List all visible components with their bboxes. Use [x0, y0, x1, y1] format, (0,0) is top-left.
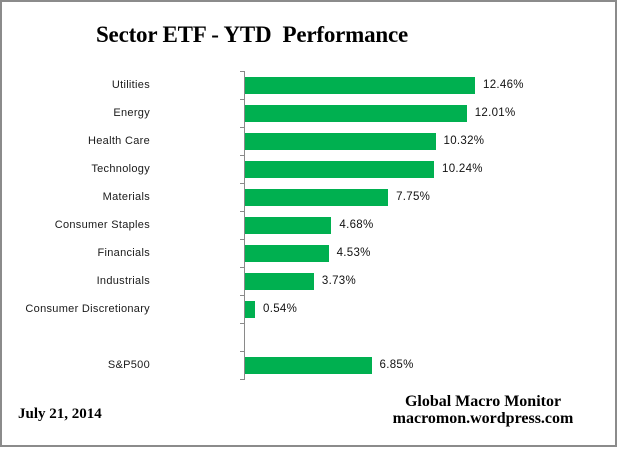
axis-tick: [240, 99, 245, 100]
chart-row: Energy 12.01%: [2, 99, 615, 127]
chart-row: Utilities 12.46%: [2, 71, 615, 99]
axis-tick: [240, 183, 245, 184]
chart-row: Consumer Discretionary 0.54%: [2, 295, 615, 323]
bar: [245, 132, 436, 150]
category-label: S&P500: [107, 359, 150, 371]
axis-tick: [240, 295, 245, 296]
date-label: July 21, 2014: [18, 406, 102, 422]
category-label: Materials: [102, 191, 150, 203]
value-label: 6.85%: [379, 359, 414, 371]
source-name: Global Macro Monitor: [404, 393, 562, 410]
value-label: 12.01%: [474, 107, 516, 119]
chart-row: S&P500 6.85%: [2, 351, 615, 379]
axis-tick: [240, 267, 245, 268]
category-axis-line: [244, 71, 245, 379]
axis-tick: [240, 239, 245, 240]
axis-tick: [240, 71, 245, 72]
bar: [245, 104, 467, 122]
category-label: Consumer Discretionary: [25, 303, 150, 315]
bar-area: 0.54%: [245, 295, 615, 323]
category-label: Technology: [91, 163, 150, 175]
chart-title: Sector ETF - YTD Performance: [95, 22, 409, 47]
chart-row: Financials 4.53%: [2, 239, 615, 267]
axis-tick: [240, 155, 245, 156]
category-label: Utilities: [111, 79, 150, 91]
chart-row: Materials 7.75%: [2, 183, 615, 211]
bar-area: 7.75%: [245, 183, 615, 211]
category-label: Health Care: [88, 135, 150, 147]
value-label: 12.46%: [483, 79, 524, 91]
value-label: 4.68%: [339, 219, 374, 231]
bar-area: 4.68%: [245, 211, 615, 239]
value-label: 7.75%: [396, 191, 431, 203]
chart-row: [2, 323, 615, 351]
value-label: 3.73%: [321, 275, 356, 287]
bar-area: 10.32%: [245, 127, 615, 155]
bar: [245, 216, 332, 234]
axis-tick: [240, 323, 245, 324]
axis-tick: [240, 127, 245, 128]
source-credit: Global Macro Monitor macromon.wordpress.…: [372, 393, 594, 427]
bar: [245, 160, 434, 178]
axis-tick: [240, 379, 245, 380]
bar: [245, 188, 389, 206]
category-label: Financials: [97, 247, 150, 259]
source-url: macromon.wordpress.com: [392, 410, 574, 427]
bar-area: [245, 323, 615, 351]
bar-area: 12.46%: [245, 71, 615, 99]
value-label: 10.24%: [442, 163, 483, 175]
chart-row: Health Care 10.32%: [2, 127, 615, 155]
category-label: Consumer Staples: [54, 219, 150, 231]
bar: [245, 76, 475, 94]
bar: [245, 244, 329, 262]
bar: [245, 356, 372, 374]
chart-frame: Sector ETF - YTD Performance Utilities 1…: [0, 0, 617, 447]
plot-area: Utilities 12.46% Energy 12.01% Health Ca…: [2, 71, 615, 379]
bar-area: 12.01%: [245, 99, 615, 127]
category-label: Industrials: [96, 275, 150, 287]
bar: [245, 300, 255, 318]
value-label: 10.32%: [443, 135, 485, 147]
chart-row: Consumer Staples 4.68%: [2, 211, 615, 239]
bar: [245, 272, 314, 290]
value-label: 4.53%: [336, 247, 371, 259]
chart-row: Industrials 3.73%: [2, 267, 615, 295]
chart-row: Technology 10.24%: [2, 155, 615, 183]
bar-area: 10.24%: [245, 155, 615, 183]
bar-area: 4.53%: [245, 239, 615, 267]
bar-area: 3.73%: [245, 267, 615, 295]
axis-tick: [240, 351, 245, 352]
axis-tick: [240, 211, 245, 212]
category-label: Energy: [113, 107, 150, 119]
bar-area: 6.85%: [245, 351, 615, 379]
value-label: 0.54%: [263, 303, 298, 315]
